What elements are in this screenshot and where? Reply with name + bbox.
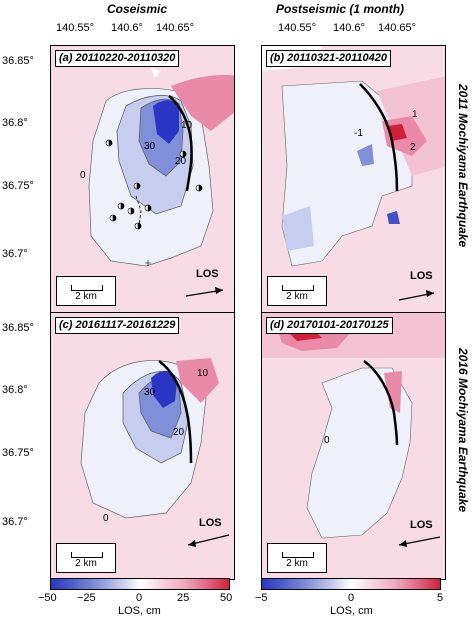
- contour-label: 0: [80, 170, 86, 181]
- colorbar-title: LOS, cm: [330, 605, 373, 617]
- lon-tick: 140.55°: [56, 22, 95, 34]
- panel-d: (d) 20170101-20170125 0 2 km LOS: [261, 312, 446, 580]
- lat-tick: 36.7°: [2, 516, 28, 528]
- los-arrow: [398, 536, 441, 547]
- lon-tick: 140.65°: [156, 22, 195, 34]
- colorbar-tick: −25: [77, 592, 96, 604]
- contour-label: 20: [175, 156, 187, 167]
- coseismic-header: Coseismic: [107, 2, 168, 16]
- scale-bar: 2 km: [267, 543, 327, 573]
- contour-label: 30: [144, 141, 156, 152]
- panel-b-label: (b) 20110321-20110420: [266, 50, 392, 67]
- los-label: LOS: [199, 517, 222, 529]
- los-arrow: [398, 290, 435, 301]
- panel-a-label: (a) 20110220-20110320: [55, 50, 180, 67]
- row-label-2011: 2011 Mochiyama Earthquake: [456, 84, 470, 248]
- lat-tick: 36.75°: [2, 180, 34, 192]
- postseismic-header: Postseismic (1 month): [276, 2, 405, 16]
- contour-label: 20: [173, 427, 185, 438]
- panel-c-map: [80, 358, 219, 519]
- colorbar-tick: 0: [348, 592, 355, 604]
- contour-label: 2: [410, 142, 416, 153]
- contour-label: 10: [197, 368, 209, 379]
- scale-bar: 2 km: [56, 276, 116, 306]
- contour-label: 30: [144, 387, 156, 398]
- colorbar-title: LOS, cm: [118, 605, 161, 617]
- row-label-2016: 2016 Mochiyama Earthquake: [456, 348, 470, 513]
- lon-tick: 140.55°: [278, 22, 317, 34]
- scale-bar: 2 km: [56, 543, 116, 573]
- lat-tick: 36.7°: [2, 248, 28, 260]
- colorbar-tick: −5: [255, 592, 268, 604]
- los-label: LOS: [410, 270, 433, 282]
- panel-a-map: [88, 68, 234, 267]
- los-label: LOS: [410, 519, 433, 531]
- panel-c-label: (c) 20161117-20161229: [55, 317, 180, 334]
- los-arrow: [187, 534, 230, 547]
- contour-label: 0: [103, 513, 109, 524]
- lat-tick: 36.8°: [2, 117, 28, 129]
- los-label: LOS: [196, 268, 219, 280]
- colorbar-tick: 50: [220, 592, 233, 604]
- lon-tick: 140.6°: [111, 22, 143, 34]
- colorbar-tick: 0: [136, 592, 143, 604]
- colorbar-postseismic: [261, 578, 441, 590]
- los-arrow: [185, 287, 224, 297]
- colorbar-tick: 5: [437, 592, 444, 604]
- lat-tick: 36.8°: [2, 384, 28, 396]
- contour-label: -1: [354, 128, 363, 139]
- lat-tick: 36.75°: [2, 447, 34, 459]
- lon-tick: 140.6°: [333, 22, 365, 34]
- colorbar-tick: −50: [38, 592, 57, 604]
- lat-tick: 36.85°: [2, 55, 34, 67]
- contour-label: 0: [324, 435, 330, 446]
- panel-b-map: [262, 46, 445, 312]
- scale-bar: 2 km: [267, 276, 327, 306]
- lon-tick: 140.65°: [378, 22, 417, 34]
- contour-label: 1: [412, 109, 418, 120]
- colorbar-coseismic: [50, 578, 230, 590]
- lat-tick: 36.85°: [2, 322, 34, 334]
- panel-c: (c) 20161117-20161229 10 30 20 0 2 km LO…: [50, 312, 235, 580]
- panel-a: (a) 20110220-20110320 10 30 20 0 2 km LO…: [50, 45, 235, 313]
- colorbar-tick: 25: [177, 592, 190, 604]
- panel-d-label: (d) 20170101-20170125: [266, 317, 393, 334]
- contour-label: 10: [181, 120, 193, 131]
- panel-b: (b) 20110321-20110420 -1 1 2 2 km LOS: [261, 45, 446, 313]
